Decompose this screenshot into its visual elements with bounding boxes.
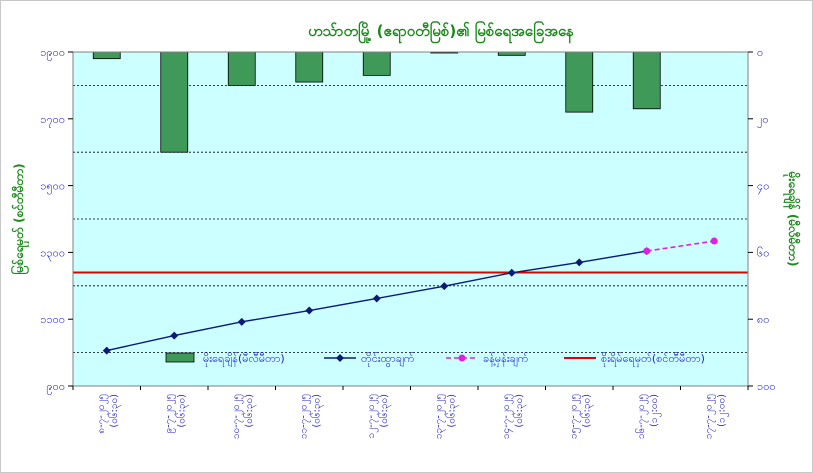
x-tick-time: (၀၆:၃၀): [242, 394, 257, 428]
observed-point: [440, 282, 449, 291]
x-tick-label-group: ၁၂-၇-၂၀၂၅ (၀၆:၃၀): [366, 394, 392, 439]
x-tick-time: (၀၆:၃၀): [309, 394, 324, 428]
x-tick-time: (၀၆:၃၀): [512, 394, 527, 428]
chart-title: ဟသ်ာတမြို့ (ဧရာဝတီမြစ်)၏ မြစ်ရေအခြေအနေ: [308, 20, 574, 44]
observed-point: [507, 268, 516, 277]
observed-point: [102, 346, 111, 355]
x-tick-time: (၀၆:၃၀): [444, 394, 459, 428]
x-tick-date: ၁၇-၇-၂၀၂၅: [703, 394, 716, 439]
rainfall-bar: [227, 51, 256, 86]
left-tick-label: ၁၅၀၀: [40, 180, 65, 195]
x-tick-time: (၀၆:၃၀): [107, 394, 122, 428]
right-tick-label: ၂၀: [757, 113, 769, 128]
x-tick-date: ၁၁-၇-၂၀၂၅: [298, 394, 311, 439]
x-tick-label-group: ၈-၇-၂၀၂၅ (၀၆:၃၀): [96, 394, 122, 434]
observed-point: [237, 317, 246, 326]
left-axis-label: မြစ်ရေမှတ် (စင်တီမီတာ): [9, 163, 30, 274]
observed-point: [170, 331, 179, 340]
legend-label: စိုးရိမ်ရေမှတ်(စင်တီမီတာ): [601, 352, 705, 367]
right-axis-label: မိုးရေချိန် (မီလီမီတာ): [782, 171, 802, 267]
rainfall-bar: [362, 51, 391, 76]
x-tick-label-group: ၁၀-၇-၂၀၂၅ (၀၆:၃၀): [231, 394, 257, 439]
legend-swatch-rainfall: [165, 352, 195, 363]
x-tick-date: ၈-၇-၂၀၂၅: [96, 394, 109, 434]
legend-label: မိုးရေချိန်(မီလီမီတာ): [203, 352, 285, 367]
left-axis-ticks: ၉၀၀ ၁၁၀၀ ၁၃၀၀ ၁၅၀၀ ၁၇၀၀ ၁၉၀၀: [40, 46, 73, 395]
x-tick-time: (၁၂:၀၀): [716, 394, 729, 427]
rainfall-bar: [295, 51, 324, 83]
x-tick-date: ၁၄-၇-၂၀၂၅: [501, 394, 514, 439]
right-tick-label: ၈၀: [757, 313, 769, 326]
legend-label: တိုင်းထွာချက်: [361, 352, 415, 367]
rainfall-bar: [565, 51, 594, 113]
x-tick-date: ၁၆-၇-၂၀၂၅: [634, 394, 649, 439]
rainfall-bar: [497, 51, 526, 56]
forecast-point: [710, 237, 718, 245]
left-tick-label: ၉၀၀: [46, 380, 65, 395]
left-tick-label: ၁၉၀၀: [40, 46, 65, 61]
rainfall-bar: [160, 51, 189, 153]
x-tick-date: ၁၀-၇-၂၀၂၅: [231, 394, 244, 439]
x-tick-date: ၁၂-၇-၂၀၂၅: [366, 394, 379, 438]
right-tick-label: ၆၀: [757, 246, 769, 259]
x-tick-time: (၀၆:၃၀): [377, 394, 392, 428]
x-tick-time: (၁၂:၀၀): [649, 394, 662, 427]
rainfall-bar: [632, 51, 661, 110]
x-axis-ticks: ၈-၇-၂၀၂၅ (၀၆:၃၀) ၉-၇-၂၀၂၅ (၀၆:၃၀) ၁၀-၇-၂၀၂၅(…: [72, 386, 749, 439]
forecast-line: [646, 240, 715, 252]
x-tick-label-group: ၁၇-၇-၂၀၂၅ (၁၂:၀၀): [703, 394, 729, 439]
observed-point: [305, 306, 314, 315]
legend-marker-forecast: [458, 354, 466, 362]
observed-point: [372, 294, 381, 303]
legend-marker-observed: [336, 354, 344, 362]
rainfall-bars: [92, 51, 661, 153]
x-tick-time: (၀၆:၃၀): [579, 394, 594, 428]
legend-label: ခန့်မှန်းချက်: [483, 352, 529, 367]
x-tick-date: ၉-၇-၂၀၂၅: [163, 394, 176, 434]
forecast-point: [643, 247, 651, 255]
left-tick-label: ၁၃၀၀: [40, 246, 65, 261]
observed-point: [575, 258, 584, 267]
x-tick-label-group: ၉-၇-၂၀၂၅ (၀၆:၃၀): [163, 394, 189, 434]
water-level-lines: [102, 237, 718, 355]
left-tick-label: ၁၁၀၀: [40, 313, 65, 326]
x-tick-date: ၁၃-၇-၂၀၂၅: [433, 394, 446, 439]
right-tick-label: ၁၀၀: [757, 380, 776, 393]
legend: မိုးရေချိန်(မီလီမီတာ) တိုင်းထွာချက် ခန့်မှ…: [165, 352, 705, 367]
x-tick-label-group: ၁၄-၇-၂၀၂၅ (၀၆:၃၀): [501, 394, 527, 439]
x-tick-label-group: ၁၅-၇-၂၀၂၅ (၀၆:၃၀): [568, 394, 594, 439]
left-tick-label: ၁၇၀၀: [40, 113, 65, 128]
x-tick-label-group: ၁၁-၇-၂၀၂၅ (၀၆:၃၀): [298, 394, 324, 439]
x-tick-date: ၁၅-၇-၂၀၂၅: [568, 394, 581, 439]
x-tick-label-group: ၁၆-၇-၂၀၂၅ (၁၂:၀၀): [634, 394, 662, 439]
x-tick-label-group: ၁၃-၇-၂၀၂၅ (၀၆:၃၀): [433, 394, 459, 439]
right-tick-label: ၄၀: [757, 180, 769, 195]
right-tick-label: ၀: [757, 46, 763, 59]
rainfall-bar: [92, 51, 121, 60]
x-tick-time: (၀၆:၃၀): [174, 394, 189, 428]
